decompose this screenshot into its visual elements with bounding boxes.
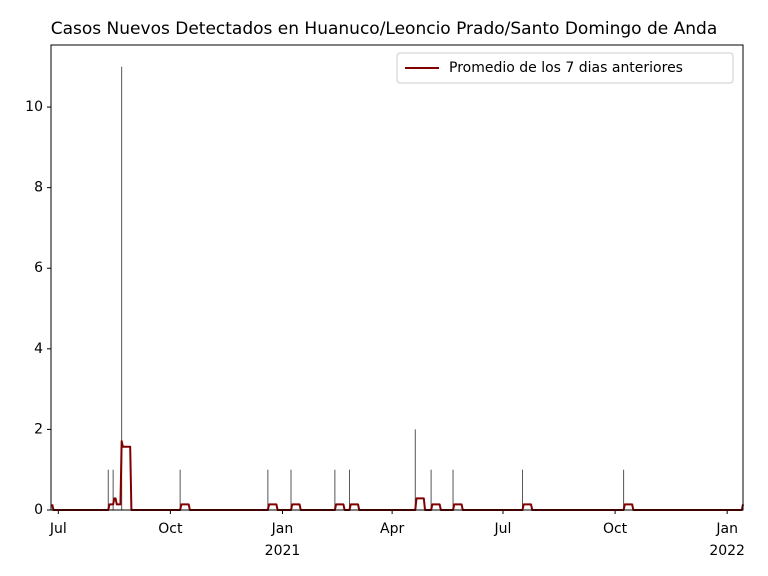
plot-frame	[50, 44, 744, 511]
x-tick-label: Jul	[494, 521, 512, 537]
x-tick-label: Jan	[271, 521, 294, 537]
y-tick-label: 4	[34, 341, 43, 357]
y-tick-label: 0	[34, 502, 43, 518]
x-tick-label: Jul	[49, 521, 67, 537]
y-tick-label: 2	[34, 421, 43, 437]
y-tick-label: 6	[34, 260, 43, 276]
x-tick-label: Oct	[603, 521, 628, 537]
x-tick-label: Jan	[715, 521, 738, 537]
y-tick-label: 8	[34, 180, 43, 196]
legend-box	[396, 52, 734, 84]
y-tick-label: 10	[25, 99, 43, 115]
chart-title: Casos Nuevos Detectados en Huanuco/Leonc…	[51, 19, 718, 39]
x-tick-year: 2022	[709, 543, 745, 559]
x-tick-year: 2021	[265, 543, 301, 559]
legend-label: Promedio de los 7 dias anteriores	[449, 60, 683, 76]
average-line	[51, 440, 744, 511]
x-tick-label: Oct	[158, 521, 183, 537]
x-tick-label: Apr	[380, 521, 404, 537]
